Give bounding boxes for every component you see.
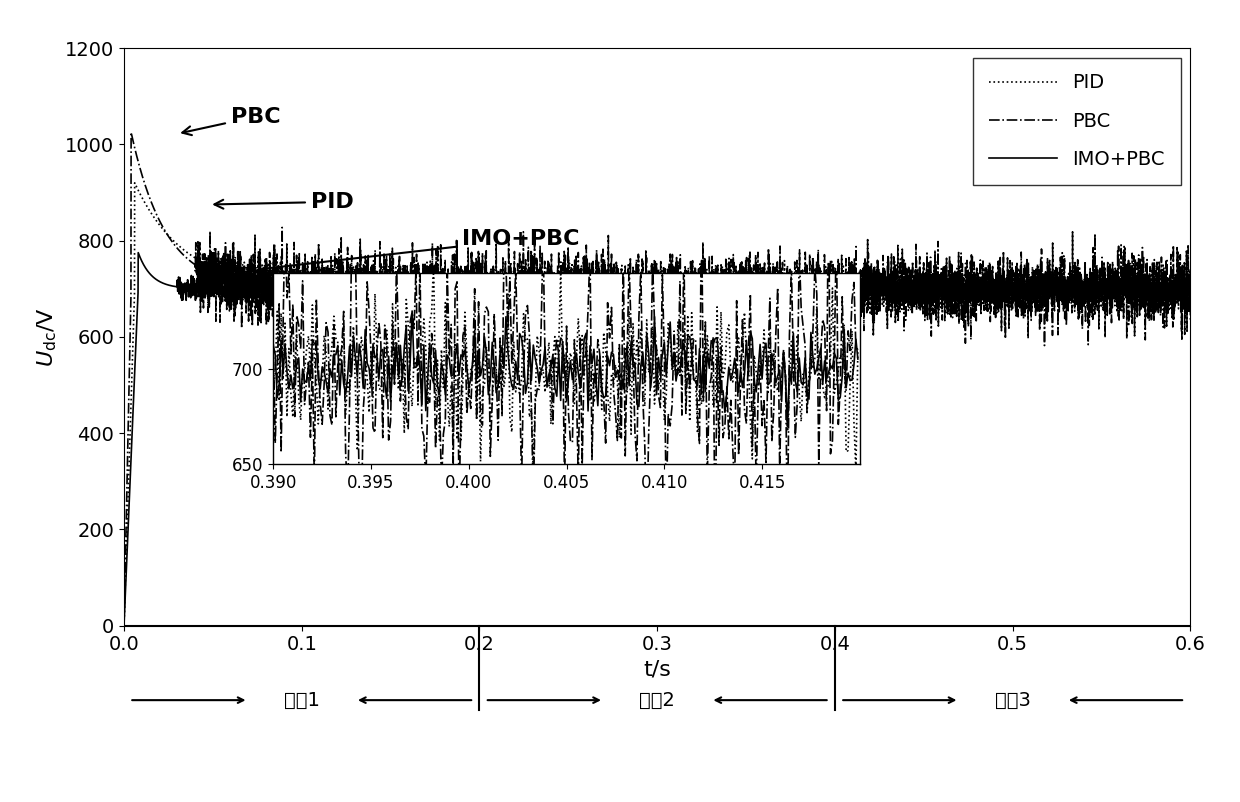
PBC — [129, 151, 144, 160]
Legend: PID, PBC, IMO+PBC: PID, PBC, IMO+PBC — [973, 58, 1180, 184]
IMO+PBC — [1058, 294, 1073, 303]
PID — [1168, 277, 1183, 286]
Text: IMO+PBC: IMO+PBC — [263, 229, 579, 273]
PBC — [1183, 315, 1198, 325]
Line: PID: PID — [124, 183, 1190, 626]
PID — [1058, 277, 1073, 287]
IMO+PBC — [117, 621, 131, 630]
PBC — [1058, 291, 1073, 301]
IMO+PBC — [129, 326, 144, 335]
PBC — [918, 300, 932, 310]
Text: PID: PID — [215, 192, 353, 212]
PID — [117, 621, 131, 630]
PBC — [117, 621, 131, 630]
IMO+PBC — [130, 248, 145, 257]
IMO+PBC — [599, 285, 614, 294]
PID — [128, 178, 143, 188]
IMO+PBC — [370, 286, 384, 295]
PBC — [599, 274, 614, 284]
PID — [129, 182, 144, 192]
PBC — [370, 303, 384, 313]
PID — [599, 281, 614, 290]
PID — [918, 285, 932, 294]
Text: 目标1: 目标1 — [284, 691, 320, 710]
Line: IMO+PBC: IMO+PBC — [124, 253, 1190, 626]
Text: PBC: PBC — [182, 107, 280, 135]
IMO+PBC — [1183, 280, 1198, 290]
Y-axis label: $U_{\rm dc}$/V: $U_{\rm dc}$/V — [36, 307, 60, 367]
PID — [1183, 294, 1198, 303]
IMO+PBC — [1168, 283, 1183, 293]
Text: 目标3: 目标3 — [994, 691, 1030, 710]
PBC — [124, 128, 139, 137]
PBC — [1168, 269, 1183, 279]
Text: 目标2: 目标2 — [640, 691, 675, 710]
PID — [370, 274, 384, 284]
Line: PBC: PBC — [124, 132, 1190, 626]
IMO+PBC — [918, 290, 932, 300]
X-axis label: t/s: t/s — [644, 660, 671, 680]
